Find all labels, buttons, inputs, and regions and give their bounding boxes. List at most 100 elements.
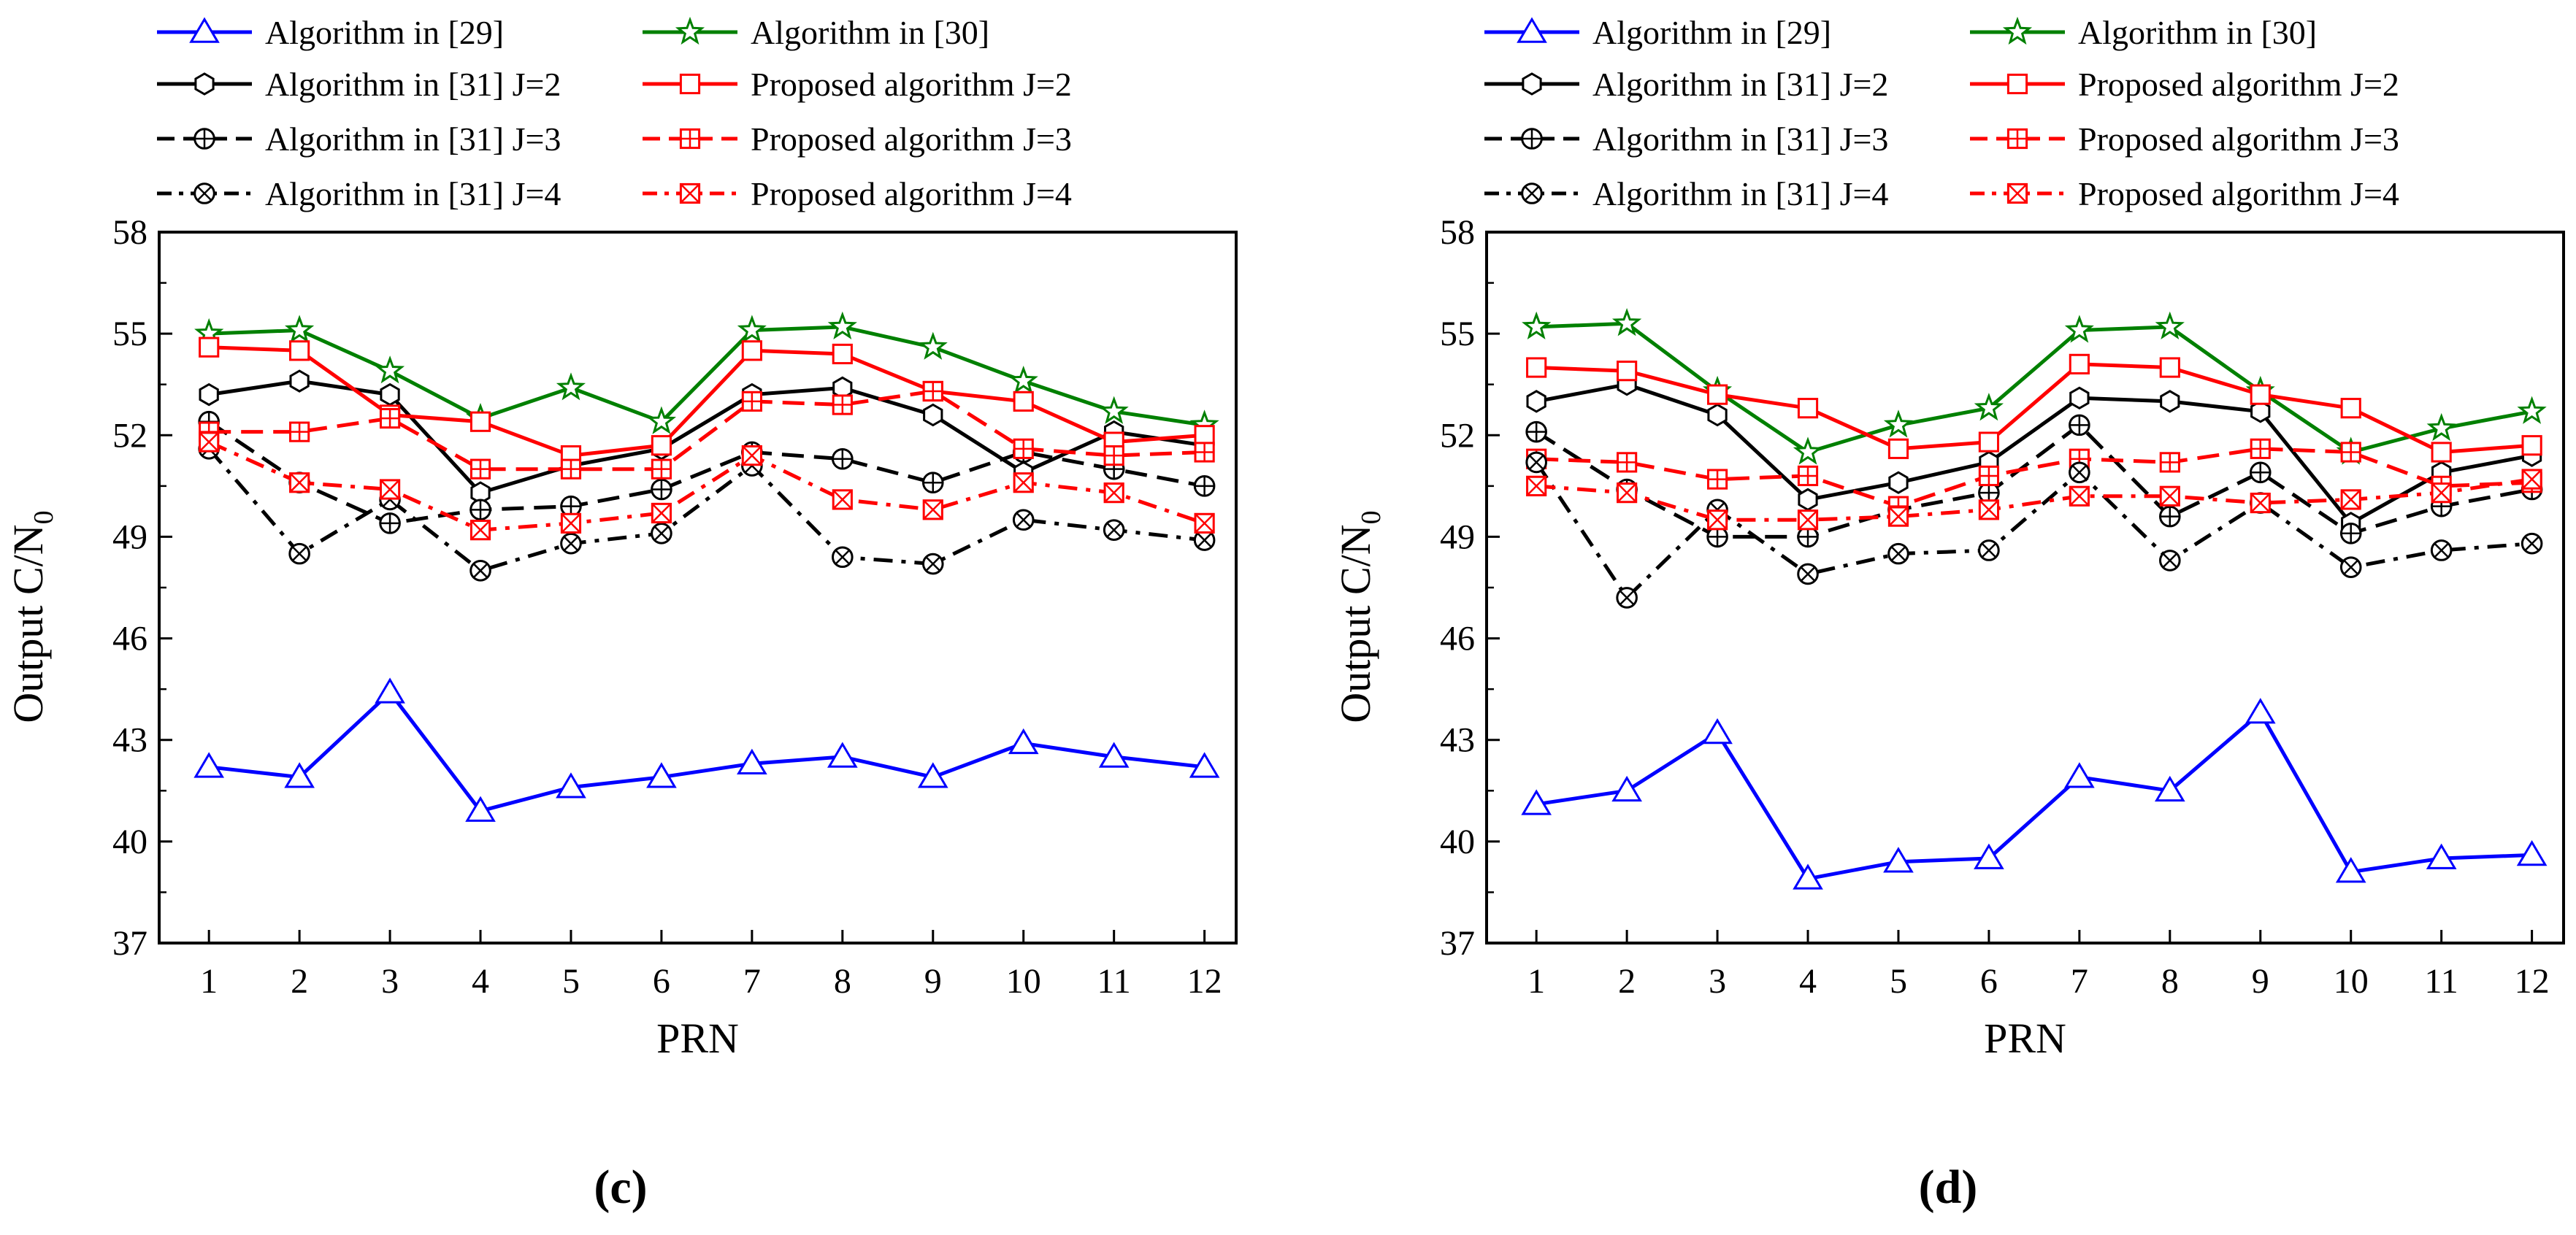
data-point bbox=[1978, 431, 2000, 453]
series-2 bbox=[194, 311, 1219, 438]
legend-entry: Algorithm in [31] J=4 bbox=[1484, 175, 1888, 212]
data-point bbox=[832, 447, 854, 470]
legend-label: Algorithm in [31] J=4 bbox=[1592, 175, 1888, 212]
data-point bbox=[1616, 587, 1638, 609]
data-point bbox=[2069, 461, 2090, 484]
data-point bbox=[469, 520, 491, 541]
series-line bbox=[1536, 382, 2533, 526]
y-tick-label: 43 bbox=[1440, 721, 1475, 760]
data-point bbox=[556, 772, 586, 799]
legend-entry: Algorithm in [31] J=2 bbox=[157, 66, 561, 103]
y-tick-label: 55 bbox=[1440, 315, 1475, 353]
data-point bbox=[1526, 475, 1547, 496]
legend-label: Proposed algorithm J=3 bbox=[751, 120, 1072, 158]
y-tick-label: 40 bbox=[112, 823, 147, 861]
data-point bbox=[1702, 717, 1733, 745]
data-point bbox=[827, 742, 858, 768]
series-line bbox=[207, 420, 1205, 526]
legend-label: Algorithm in [29] bbox=[265, 14, 504, 51]
data-point bbox=[2340, 442, 2361, 463]
y-tick-label: 46 bbox=[112, 620, 147, 658]
data-point bbox=[289, 369, 310, 393]
data-point bbox=[2064, 762, 2095, 788]
y-tick-label: 43 bbox=[112, 721, 147, 760]
legend-entry: Proposed algorithm J=3 bbox=[643, 120, 1072, 158]
x-tick-label: 3 bbox=[1709, 962, 1726, 1001]
data-point bbox=[1103, 482, 1124, 504]
y-tick-label: 49 bbox=[1440, 518, 1475, 556]
data-point bbox=[1521, 789, 1552, 815]
data-point bbox=[2159, 357, 2180, 378]
y-tick-label: 52 bbox=[1440, 416, 1475, 455]
data-point bbox=[1008, 365, 1038, 394]
legend-marker bbox=[193, 128, 215, 150]
data-point bbox=[651, 478, 672, 501]
x-axis-title: PRN bbox=[1984, 1015, 2066, 1062]
series-6 bbox=[199, 380, 1215, 480]
data-point bbox=[1798, 488, 1818, 512]
y-tick-label: 37 bbox=[1440, 924, 1475, 963]
legend-marker bbox=[189, 17, 220, 43]
series-line bbox=[1536, 447, 2532, 509]
x-tick-label: 7 bbox=[2071, 962, 2088, 1001]
data-point bbox=[375, 677, 405, 704]
legend-marker bbox=[1517, 17, 1547, 43]
data-point bbox=[1526, 357, 1547, 378]
data-point bbox=[379, 479, 401, 500]
series-line bbox=[1536, 477, 2532, 522]
legend-entry: Proposed algorithm J=2 bbox=[1970, 66, 2399, 103]
y-tick-label: 49 bbox=[112, 518, 147, 556]
data-point bbox=[1103, 519, 1125, 541]
series-8 bbox=[199, 431, 1215, 541]
legend-label: Algorithm in [31] J=4 bbox=[265, 175, 561, 212]
legend-marker bbox=[679, 73, 701, 95]
x-tick-label: 1 bbox=[1527, 962, 1545, 1001]
series-line bbox=[1536, 711, 2532, 881]
legend-entry: Proposed algorithm J=4 bbox=[643, 175, 1072, 212]
data-point bbox=[2069, 353, 2090, 374]
x-tick-label: 10 bbox=[2334, 962, 2369, 1001]
data-point bbox=[1707, 403, 1728, 427]
data-point bbox=[651, 435, 672, 456]
data-point bbox=[1194, 512, 1215, 534]
data-point bbox=[741, 340, 762, 361]
y-axis-title-main: Output C/N bbox=[4, 524, 52, 723]
data-point bbox=[1525, 420, 1547, 443]
data-point bbox=[2516, 839, 2548, 866]
data-point bbox=[289, 340, 310, 361]
panel-label: (c) bbox=[594, 1161, 647, 1214]
data-point bbox=[2160, 390, 2180, 413]
data-point bbox=[465, 796, 496, 822]
data-point bbox=[1793, 863, 1823, 890]
data-point bbox=[827, 311, 857, 340]
data-point bbox=[1099, 396, 1129, 424]
data-point bbox=[2249, 461, 2272, 484]
data-point bbox=[741, 445, 762, 466]
data-point bbox=[1978, 539, 2000, 561]
data-point bbox=[832, 343, 853, 365]
data-point bbox=[1611, 308, 1642, 336]
legend-marker bbox=[2006, 128, 2028, 150]
series-line bbox=[209, 345, 1205, 458]
data-point bbox=[1793, 436, 1823, 465]
legend-label: Algorithm in [31] J=2 bbox=[265, 66, 561, 103]
data-point bbox=[2340, 398, 2361, 419]
x-tick-label: 10 bbox=[1006, 962, 1041, 1001]
data-point bbox=[1013, 472, 1034, 493]
legend-entry: Algorithm in [30] bbox=[1970, 14, 2317, 51]
data-point bbox=[651, 522, 672, 545]
legend-marker bbox=[1521, 182, 1543, 204]
data-point bbox=[1012, 509, 1035, 531]
legend-entry: Algorithm in [31] J=3 bbox=[157, 120, 561, 158]
series-line bbox=[208, 690, 1205, 813]
data-point bbox=[2339, 522, 2362, 545]
series-line bbox=[209, 325, 1205, 427]
series-line bbox=[208, 440, 1205, 532]
series-8 bbox=[1526, 469, 2542, 531]
series-line bbox=[209, 389, 1205, 472]
series-line bbox=[208, 379, 1205, 495]
legend-label: Algorithm in [30] bbox=[751, 14, 989, 51]
legend-label: Algorithm in [31] J=3 bbox=[1592, 120, 1888, 158]
x-tick-label: 12 bbox=[2515, 962, 2550, 1001]
